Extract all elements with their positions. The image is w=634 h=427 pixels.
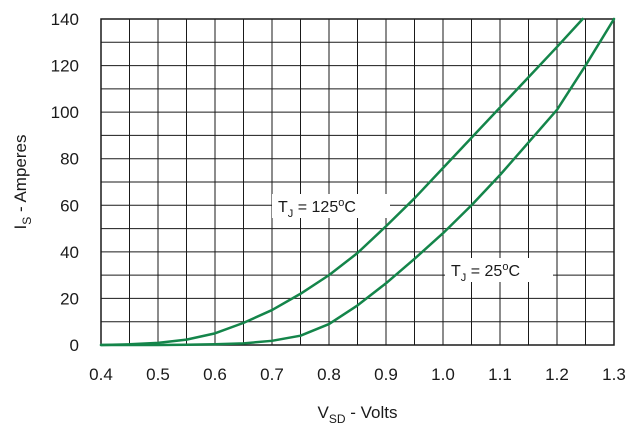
- y-tick-label: 100: [51, 103, 79, 122]
- y-tick-label: 140: [51, 10, 79, 29]
- tick-labels: 0.4 0.5 0.6 0.7 0.8 0.9 1.0 1.1 1.2 1.3 0 20 40 60 80 1…: [51, 10, 626, 384]
- series-line-tj-25c: [99, 17, 616, 347]
- series-layer: [99, 17, 616, 347]
- series-label-text: TJ = 125oC: [278, 197, 356, 220]
- x-tick-label: 1.0: [431, 365, 455, 384]
- y-tick-label: 80: [60, 150, 79, 169]
- x-tick-label: 1.2: [545, 365, 569, 384]
- y-tick-label: 60: [60, 196, 79, 215]
- series-label-background: [445, 258, 553, 282]
- y-tick-label: 120: [51, 57, 79, 76]
- series-label-tj-125c: TJ = 125oC: [272, 194, 390, 220]
- x-tick-label: 1.1: [488, 365, 512, 384]
- plot-frame: [100, 18, 615, 346]
- y-tick-label: 40: [60, 243, 79, 262]
- y-axis-title: IS - Amperes: [11, 135, 34, 230]
- x-tick-label: 0.5: [146, 365, 170, 384]
- series-label-text: TJ = 25oC: [451, 261, 520, 284]
- series-label-background: [272, 194, 390, 218]
- x-tick-label: 0.4: [89, 365, 113, 384]
- series-label-tj-25c: TJ = 25oC: [445, 258, 553, 284]
- x-tick-label: 0.7: [260, 365, 284, 384]
- x-tick-label: 0.8: [317, 365, 341, 384]
- x-tick-label: 0.6: [203, 365, 227, 384]
- x-axis-title: VSD - Volts: [318, 403, 398, 426]
- series-line-tj-125c: [99, 17, 584, 347]
- axis-titles: VSD - Volts IS - Amperes: [11, 135, 397, 426]
- x-tick-label: 1.3: [602, 365, 626, 384]
- y-tick-label: 0: [70, 336, 79, 355]
- y-tick-label: 20: [60, 289, 79, 308]
- x-tick-label: 0.9: [374, 365, 398, 384]
- series-labels: TJ = 125oC TJ = 25oC: [272, 194, 553, 284]
